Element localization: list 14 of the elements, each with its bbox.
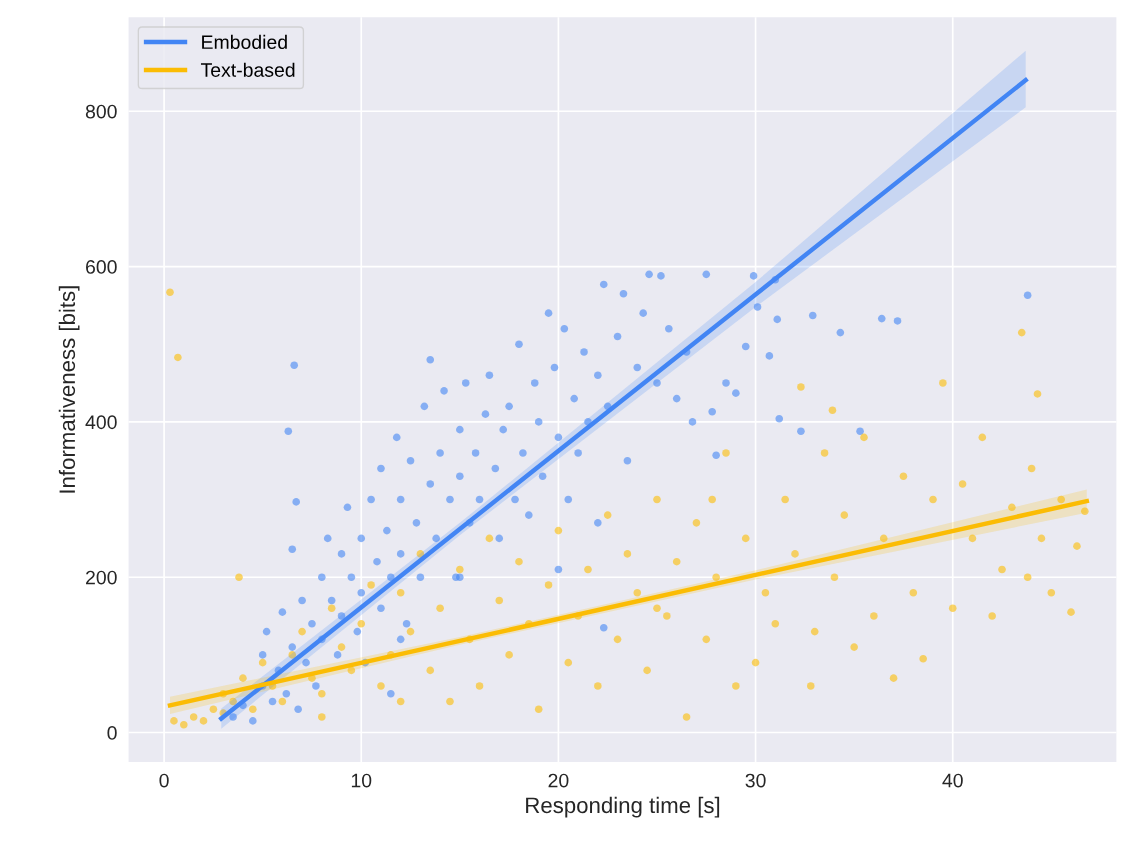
- y-tick-label: 600: [86, 260, 117, 274]
- x-tick-label: 30: [745, 773, 766, 788]
- x-tick-label: 40: [942, 773, 963, 788]
- y-tick-label: 400: [85, 415, 117, 430]
- x-axis-title: Responding time [s]: [526, 796, 720, 818]
- x-tick-label: 20: [548, 773, 569, 788]
- y-tick-label: 200: [86, 570, 117, 585]
- legend-label: Text-based: [200, 62, 295, 77]
- y-tick-label: 0: [107, 726, 117, 740]
- legend-label: Embodied: [202, 34, 287, 50]
- y-tick-label: 800: [85, 104, 117, 119]
- y-axis-title: Informativeness [bits]: [58, 286, 80, 493]
- x-tick-label: 10: [351, 773, 372, 788]
- x-tick-label: 0: [159, 773, 169, 788]
